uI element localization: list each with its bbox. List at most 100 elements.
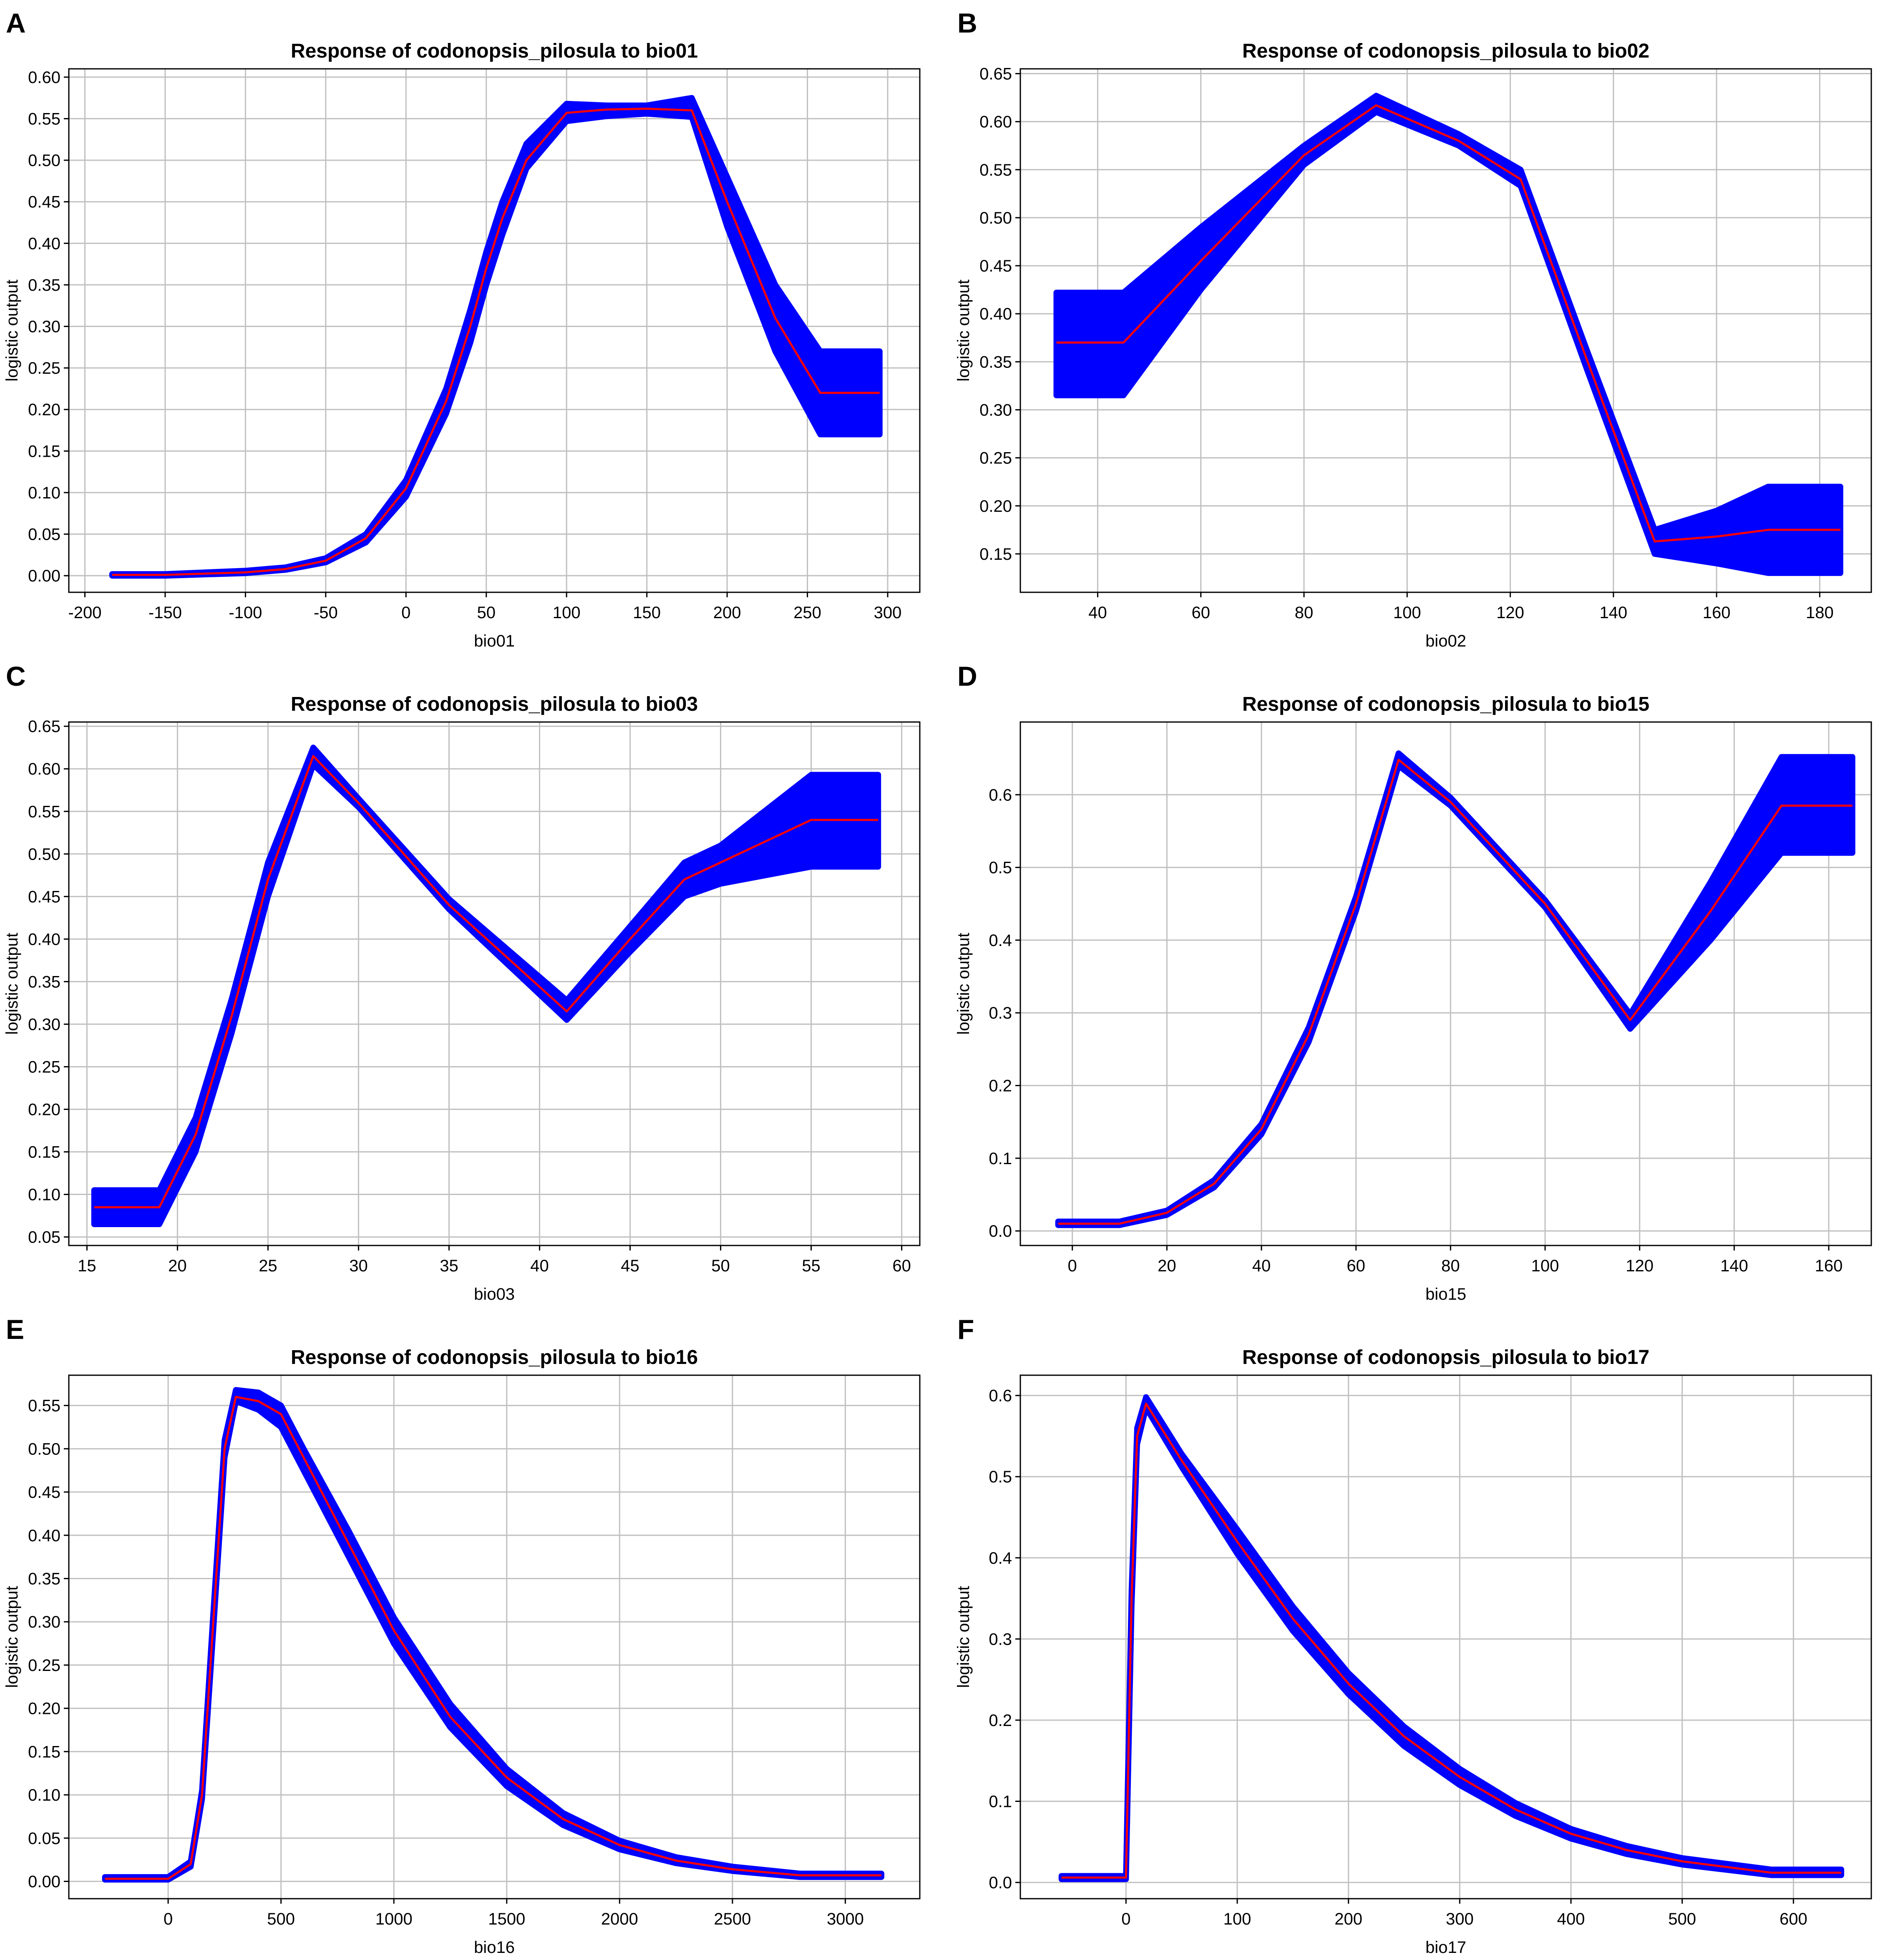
- y-tick-label: 0.50: [28, 1440, 60, 1458]
- y-tick-label: 0.50: [28, 845, 60, 863]
- y-tick-label: 0.00: [28, 567, 60, 585]
- confidence-band: [1055, 750, 1855, 1228]
- confidence-band: [91, 745, 881, 1227]
- panel-label: A: [6, 8, 26, 38]
- y-tick-label: 0.50: [28, 151, 60, 170]
- x-tick-label: 3000: [827, 1910, 864, 1928]
- x-tick-label: 100: [1223, 1910, 1251, 1928]
- y-tick-label: 0.35: [28, 276, 60, 294]
- x-tick-label: 100: [1393, 604, 1421, 622]
- y-tick-label: 0.20: [28, 1100, 60, 1119]
- x-axis-label: bio02: [1425, 632, 1466, 650]
- x-tick-label: 140: [1599, 604, 1627, 622]
- y-tick-label: 0.1: [989, 1150, 1012, 1168]
- y-tick-label: 0.40: [28, 234, 60, 253]
- panel-c: C Response of codonopsis_pilosula to bio0…: [0, 653, 951, 1306]
- chart-title: Response of codonopsis_pilosula to bio01: [291, 40, 698, 62]
- confidence-band: [1053, 93, 1843, 576]
- y-tick-label: 0.40: [28, 930, 60, 949]
- x-tick-label: 400: [1557, 1910, 1585, 1928]
- y-tick-label: 0.05: [28, 526, 60, 544]
- y-tick-label: 0.60: [28, 760, 60, 778]
- y-tick-label: 0.0: [989, 1874, 1012, 1892]
- x-tick-label: 15: [78, 1257, 96, 1275]
- y-tick-label: 0.65: [28, 717, 60, 736]
- y-tick-label: 0.45: [28, 193, 60, 211]
- x-axis-label: bio03: [474, 1285, 515, 1303]
- x-tick-label: 500: [1668, 1910, 1696, 1928]
- x-tick-label: 500: [267, 1910, 295, 1928]
- y-tick-label: 0.4: [989, 1549, 1012, 1567]
- y-tick-label: 0.40: [979, 305, 1012, 323]
- x-tick-label: 30: [349, 1257, 368, 1275]
- y-tick-label: 0.30: [28, 1613, 60, 1631]
- x-tick-label: 50: [477, 604, 496, 622]
- y-tick-label: 0.35: [979, 353, 1012, 371]
- y-tick-label: 0.05: [28, 1829, 60, 1848]
- y-tick-label: 0.3: [989, 1630, 1012, 1648]
- x-axis-label: bio01: [474, 632, 515, 650]
- confidence-band: [1058, 1394, 1844, 1882]
- y-axis-label: logistic output: [3, 279, 21, 382]
- x-axis-label: bio15: [1425, 1285, 1466, 1303]
- y-tick-label: 0.5: [989, 1468, 1012, 1486]
- y-tick-label: 0.20: [28, 401, 60, 419]
- x-tick-label: 50: [711, 1257, 730, 1275]
- x-tick-label: 40: [1252, 1257, 1271, 1275]
- x-tick-label: 2500: [714, 1910, 751, 1928]
- plot-frame: [1019, 68, 1872, 593]
- x-tick-label: -150: [149, 604, 182, 622]
- x-tick-label: 250: [793, 604, 821, 622]
- y-axis-label: logistic output: [3, 933, 21, 1035]
- y-tick-label: 0.20: [979, 497, 1012, 516]
- panel-f: F Response of codonopsis_pilosula to bio1…: [951, 1306, 1903, 1960]
- chart-title: Response of codonopsis_pilosula to bio15: [1242, 693, 1649, 715]
- x-tick-label: 0: [164, 1910, 173, 1928]
- x-tick-label: 1500: [488, 1910, 525, 1928]
- mean-response-line: [1056, 104, 1840, 543]
- panel-b: B Response of codonopsis_pilosula to bio0…: [951, 0, 1903, 653]
- x-tick-label: 140: [1720, 1257, 1748, 1275]
- x-tick-label: 40: [1088, 604, 1107, 622]
- mean-response-line: [105, 1396, 881, 1880]
- y-tick-label: 0.1: [989, 1793, 1012, 1811]
- x-tick-label: 120: [1496, 604, 1524, 622]
- y-tick-label: 0.30: [28, 1015, 60, 1034]
- y-tick-label: 0.15: [28, 1743, 60, 1761]
- y-tick-label: 0.25: [28, 1058, 60, 1076]
- y-tick-label: 0.25: [28, 1656, 60, 1675]
- x-tick-label: 180: [1806, 604, 1834, 622]
- y-tick-label: 0.65: [979, 65, 1012, 83]
- mean-response-line: [94, 755, 879, 1208]
- panel-d: D Response of codonopsis_pilosula to bio1…: [951, 653, 1903, 1306]
- x-tick-label: 100: [553, 604, 581, 622]
- y-tick-label: 0.15: [28, 1143, 60, 1162]
- y-tick-label: 0.30: [28, 318, 60, 336]
- y-tick-label: 0.35: [28, 973, 60, 991]
- x-tick-label: 2000: [601, 1910, 638, 1928]
- x-tick-label: 60: [1347, 1257, 1365, 1275]
- chart-title: Response of codonopsis_pilosula to bio03: [291, 693, 698, 715]
- panel-label: E: [6, 1314, 24, 1345]
- y-tick-label: 0.35: [28, 1570, 60, 1588]
- y-tick-label: 0.60: [28, 68, 60, 87]
- x-tick-label: 0: [401, 604, 410, 622]
- y-tick-label: 0.55: [28, 1397, 60, 1415]
- x-tick-label: -50: [314, 604, 338, 622]
- y-tick-label: 0.05: [28, 1228, 60, 1247]
- panel-label: B: [957, 8, 977, 38]
- y-tick-label: 0.2: [989, 1077, 1012, 1095]
- plot-frame: [68, 721, 921, 1246]
- y-tick-label: 0.3: [989, 1004, 1012, 1022]
- x-tick-label: -100: [229, 604, 262, 622]
- chart-title: Response of codonopsis_pilosula to bio16: [291, 1346, 698, 1369]
- chart-e: E Response of codonopsis_pilosula to bio1…: [3, 1314, 921, 1957]
- x-tick-label: 80: [1295, 604, 1314, 622]
- y-axis-label: logistic output: [954, 1586, 973, 1688]
- y-tick-label: 0.15: [28, 442, 60, 460]
- y-tick-label: 0.25: [979, 449, 1012, 468]
- y-tick-label: 0.00: [28, 1873, 60, 1891]
- y-tick-label: 0.45: [28, 888, 60, 906]
- y-tick-label: 0.45: [28, 1483, 60, 1502]
- y-tick-label: 0.15: [979, 545, 1012, 564]
